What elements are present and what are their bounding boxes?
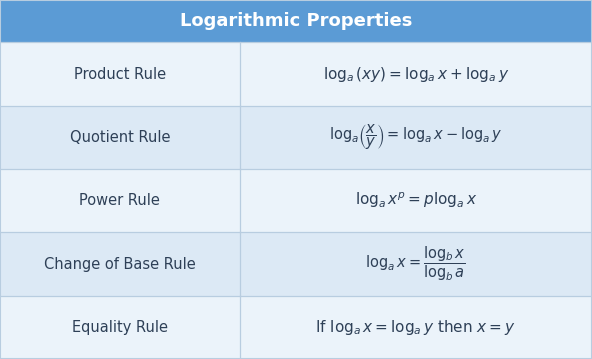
Text: Equality Rule: Equality Rule (72, 320, 168, 335)
Text: $\log_{a} x = \dfrac{\log_{b} x}{\log_{b} a}$: $\log_{a} x = \dfrac{\log_{b} x}{\log_{b… (365, 245, 466, 283)
Bar (0, 296, 592, 359)
Bar (0, 232, 592, 296)
Text: Change of Base Rule: Change of Base Rule (44, 257, 196, 271)
Text: Quotient Rule: Quotient Rule (70, 130, 170, 145)
Bar (0, 106, 592, 169)
Text: Product Rule: Product Rule (74, 66, 166, 81)
Text: $\log_{a}(xy) = \log_{a} x + \log_{a} y$: $\log_{a}(xy) = \log_{a} x + \log_{a} y$ (323, 65, 509, 84)
Bar (0, 169, 592, 232)
Bar (0, 42, 592, 106)
Text: Logarithmic Properties: Logarithmic Properties (180, 12, 412, 30)
Text: $\log_{a}\!\left(\dfrac{x}{y}\right) = \log_{a} x - \log_{a} y$: $\log_{a}\!\left(\dfrac{x}{y}\right) = \… (329, 122, 503, 152)
Text: $\log_{a} x^{p} = p\log_{a} x$: $\log_{a} x^{p} = p\log_{a} x$ (355, 191, 477, 210)
Text: $\mathrm{If}\ \log_{a} x = \log_{a} y\ \mathrm{then}\ x = y$: $\mathrm{If}\ \log_{a} x = \log_{a} y\ \… (316, 318, 516, 337)
Bar (0, 0, 592, 42)
Text: Power Rule: Power Rule (79, 193, 160, 208)
